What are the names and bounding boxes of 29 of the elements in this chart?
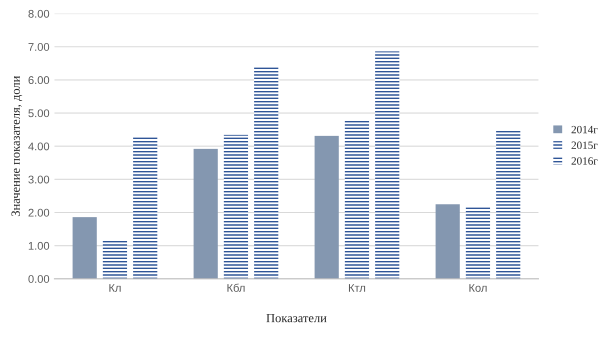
y-tick-label: 3.00 bbox=[28, 176, 50, 184]
bar bbox=[254, 66, 278, 279]
legend-label: 2014г bbox=[572, 126, 598, 134]
y-tick-label: 0.00 bbox=[28, 275, 50, 283]
x-tick-label: Ктл bbox=[348, 284, 366, 292]
bar bbox=[102, 239, 128, 279]
legend-label: 2015г bbox=[572, 142, 598, 150]
bar bbox=[375, 51, 400, 279]
y-tick-label: 1.00 bbox=[28, 242, 50, 250]
y-tick-label: 7.00 bbox=[28, 43, 50, 51]
bar bbox=[133, 136, 158, 279]
x-tick-label: Кол bbox=[469, 284, 487, 292]
x-tick-label: Кл bbox=[109, 284, 121, 292]
y-tick-label: 2.00 bbox=[28, 208, 50, 217]
bar bbox=[466, 206, 490, 279]
bar bbox=[344, 121, 370, 279]
y-tick-label: 4.00 bbox=[28, 142, 50, 150]
bar bbox=[72, 217, 97, 279]
bar bbox=[224, 134, 248, 279]
y-tick-label: 6.00 bbox=[28, 76, 50, 84]
y-tick-label: 5.00 bbox=[28, 109, 50, 118]
bar bbox=[314, 136, 339, 279]
x-axis-title: Показатели bbox=[266, 314, 327, 322]
legend-label: 2016г bbox=[572, 157, 598, 165]
x-tick-label: Кбл bbox=[227, 284, 245, 292]
bar bbox=[436, 204, 460, 279]
bar bbox=[194, 148, 218, 279]
y-tick-label: 8.00 bbox=[28, 10, 50, 18]
y-axis-title: Значение показателя, доли bbox=[11, 76, 22, 216]
